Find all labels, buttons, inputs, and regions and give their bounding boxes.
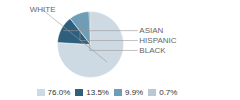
svg-text:WHITE: WHITE	[30, 5, 56, 14]
html-text:0.7%: 0.7%	[159, 87, 178, 97]
html-text:9.9%: 9.9%	[125, 87, 144, 97]
html-text:76.0%: 76.0%	[47, 87, 71, 97]
svg-text:HISPANIC: HISPANIC	[139, 36, 176, 45]
html-text:13.5%: 13.5%	[86, 87, 109, 97]
svg-text:BLACK: BLACK	[139, 46, 166, 55]
svg-text:ASIAN: ASIAN	[139, 26, 163, 35]
